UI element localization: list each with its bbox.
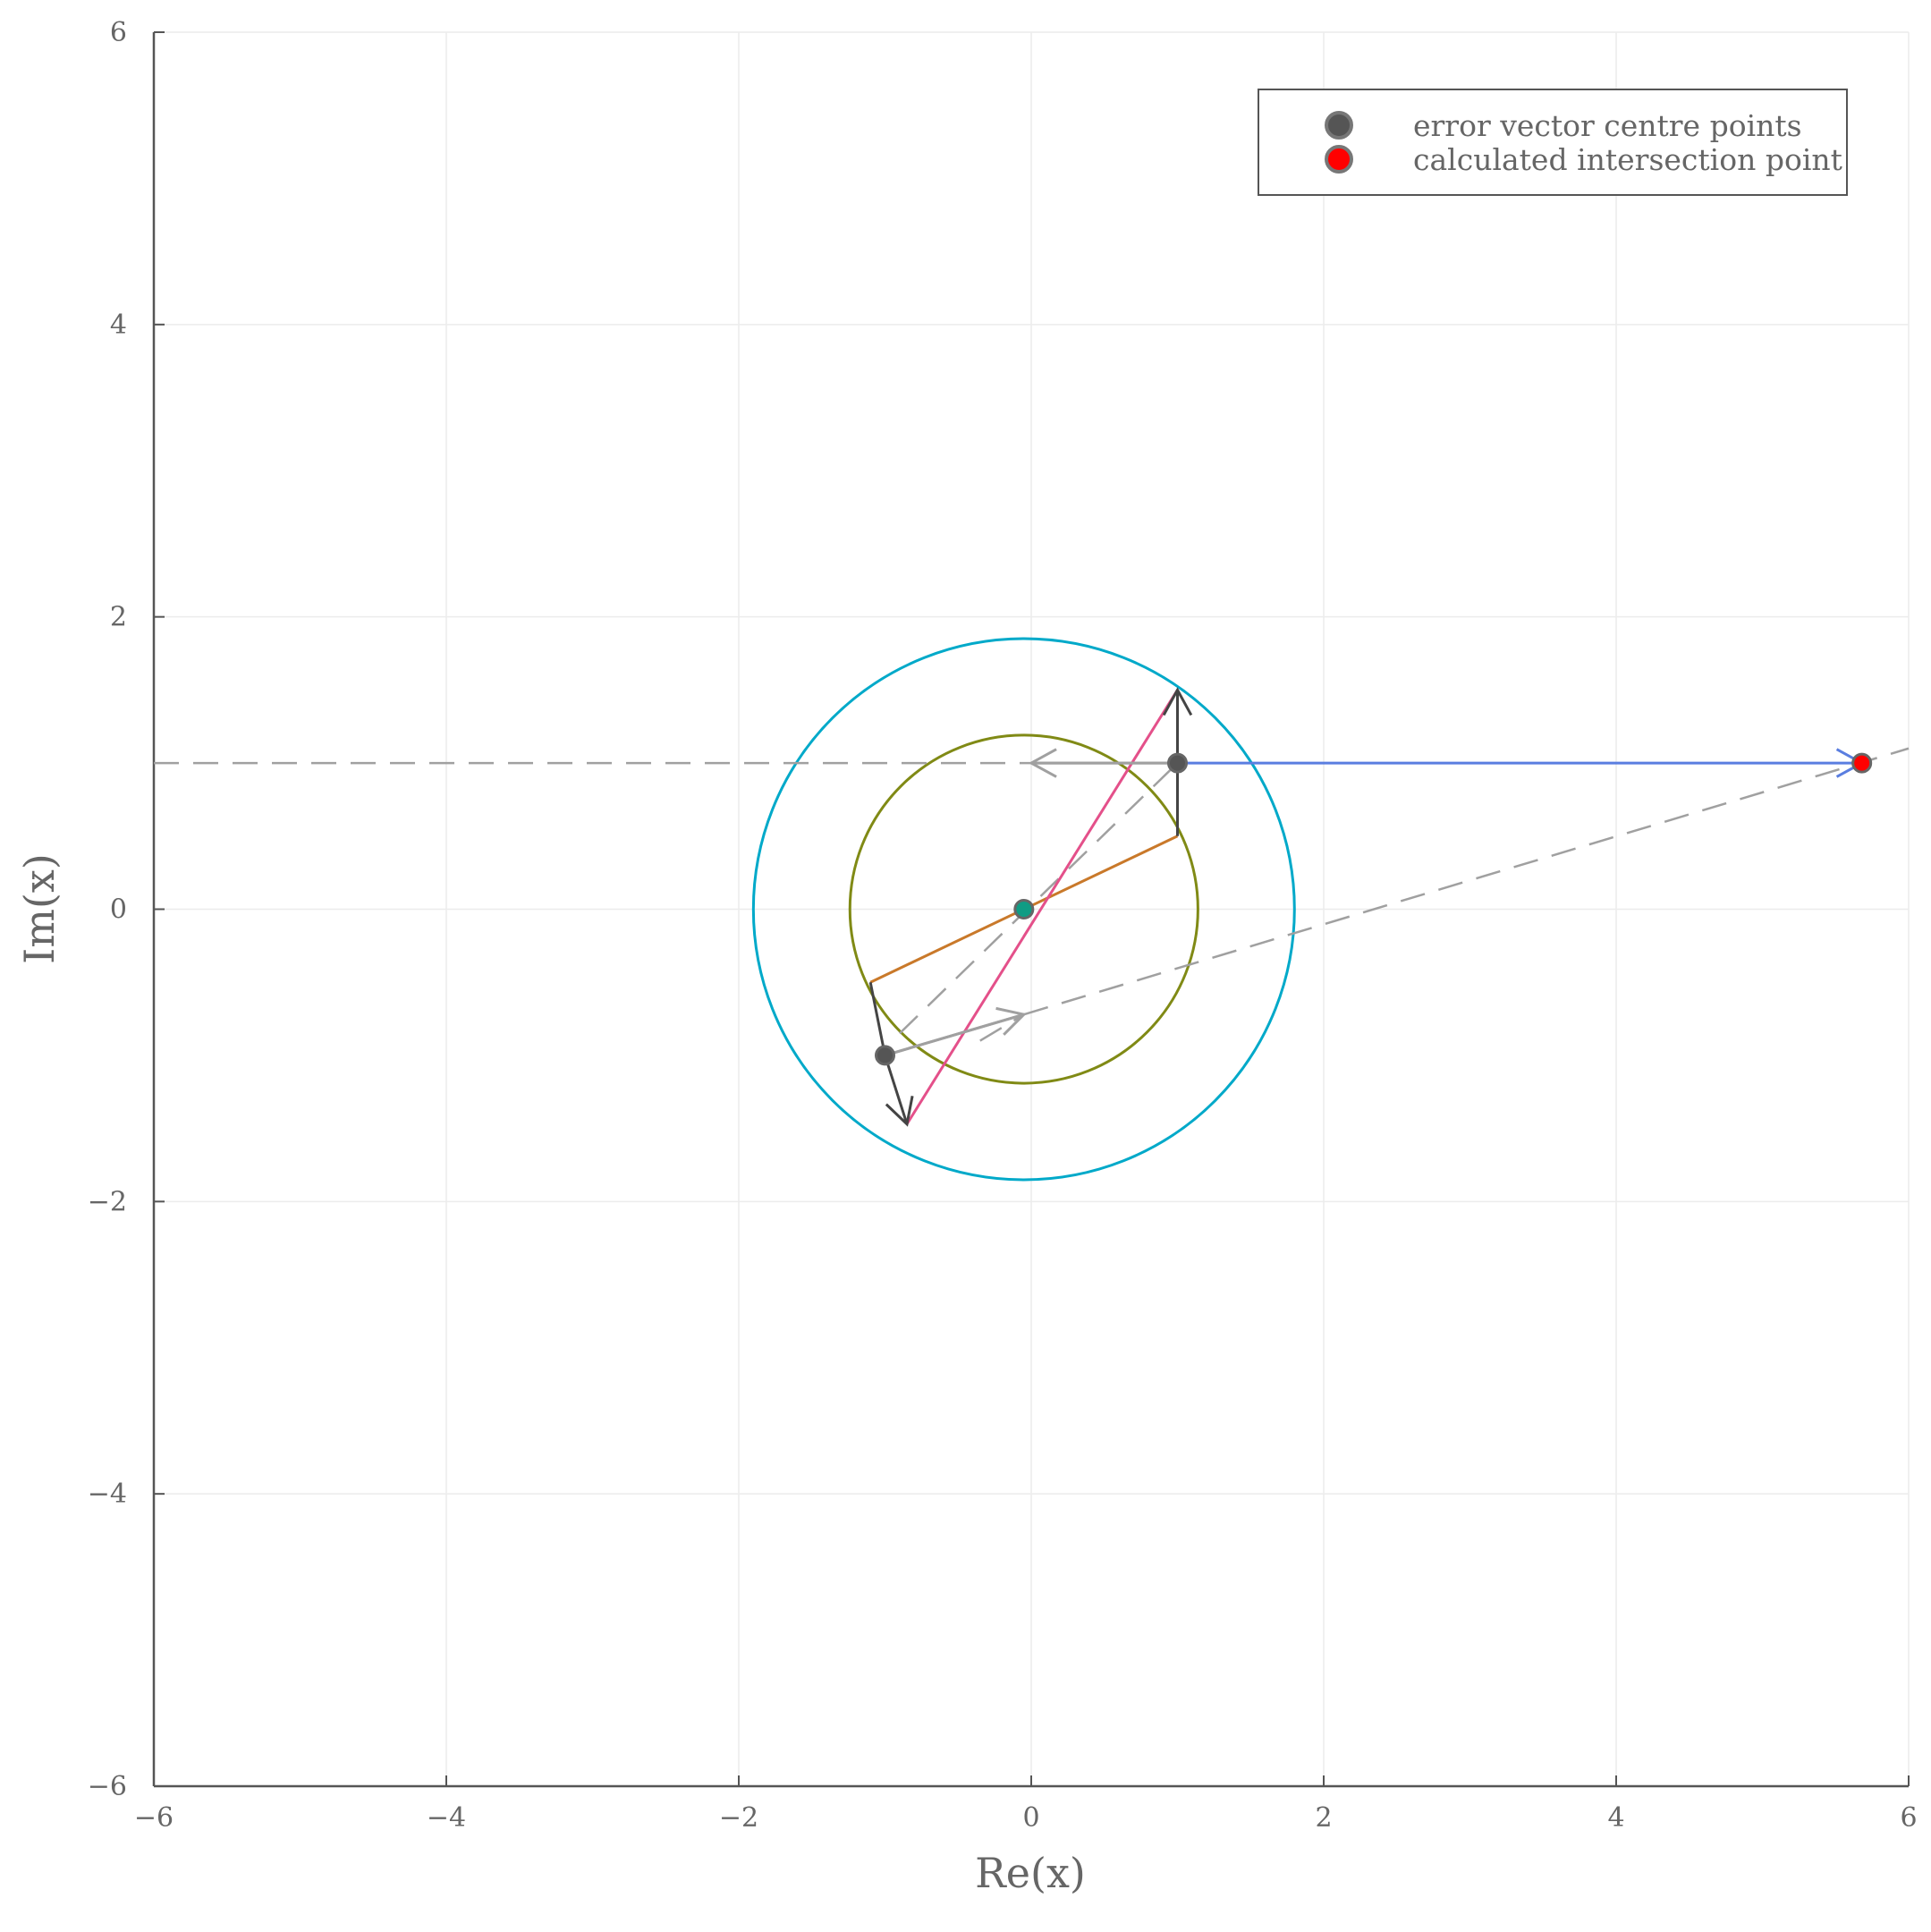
segment-3: [868, 981, 886, 1056]
y-tick-label-1: −4: [88, 1479, 127, 1510]
dashed-line-1: [1023, 747, 1910, 1016]
y-tick-label-4: 2: [110, 602, 127, 633]
x-tick-label-5: 4: [1607, 1802, 1624, 1834]
y-tick-label-6: 6: [110, 17, 127, 48]
x-axis-label: Re(x): [975, 1849, 1086, 1897]
x-tick-label-6: 6: [1900, 1802, 1917, 1834]
y-tick-label-3: 0: [110, 894, 127, 926]
arrow-shaft-1: [884, 1055, 909, 1125]
circle-inner: [848, 733, 1199, 1085]
x-tick-label-4: 2: [1315, 1802, 1332, 1834]
y-axis-label: Im(x): [15, 853, 64, 964]
arrow-head-4: [1028, 748, 1057, 778]
legend-marker-centre-points: [1325, 111, 1353, 140]
point-series1-0: [1851, 752, 1873, 774]
point-series0-1: [875, 1045, 895, 1066]
legend-marker-intersection-point: [1325, 145, 1353, 174]
legend-label-intersection-point: calculated intersection point: [1413, 142, 1842, 177]
arrow-head-0: [1162, 687, 1193, 716]
dashed-line-2: [898, 762, 1179, 1035]
legend: error vector centre points calculated in…: [1258, 89, 1848, 196]
dashed-line-3: [979, 1013, 1025, 1042]
x-tick-label-0: −6: [134, 1802, 174, 1834]
axes: −6 −4 −2 0 2 4 6 −6 −4 −2 0 2 4 6: [88, 17, 1918, 1834]
x-tick-label-2: −2: [719, 1802, 758, 1834]
y-tick-label-2: −2: [88, 1186, 127, 1217]
x-tick-label-1: −4: [427, 1802, 466, 1834]
legend-label-centre-points: error vector centre points: [1413, 108, 1802, 143]
legend-box: [1258, 89, 1848, 196]
data-layer: [154, 637, 1910, 1182]
arrow-head-3: [995, 1006, 1027, 1036]
grid: [153, 31, 1910, 1787]
point-series0-0: [1167, 752, 1188, 774]
arrow-head-1: [885, 1096, 914, 1127]
y-tick-label-0: −6: [88, 1771, 127, 1802]
y-tick-label-5: 4: [110, 309, 127, 341]
x-tick-label-3: 0: [1022, 1802, 1039, 1834]
circle-outer: [751, 637, 1296, 1182]
point-series2-0: [1013, 899, 1035, 919]
arrow-shaft-3: [885, 1013, 1025, 1057]
